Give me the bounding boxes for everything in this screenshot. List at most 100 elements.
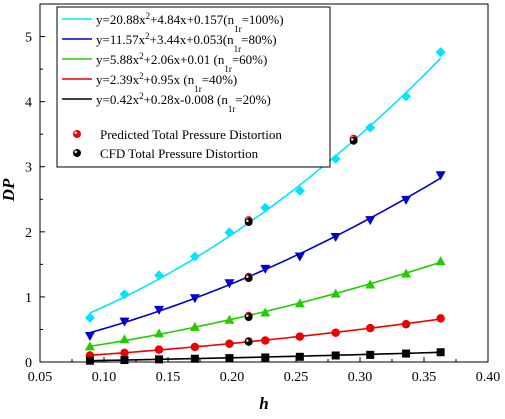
x-tick-label: 0.35 [412, 370, 437, 385]
x-tick-label: 0.40 [476, 370, 501, 385]
legend-text-part: 2 [139, 51, 144, 61]
data-point [154, 345, 164, 354]
legend-box [56, 6, 331, 168]
data-point [401, 91, 412, 102]
legend-text-part: y=5.88x [96, 52, 140, 67]
data-point [295, 352, 304, 361]
y-axis: 0 1 2 3 4 5 [25, 31, 45, 371]
data-point [119, 334, 130, 344]
data-point [154, 270, 165, 281]
legend-text-part: =60%) [232, 52, 268, 67]
y-tick-label: 2 [25, 226, 32, 241]
data-point [294, 298, 305, 308]
legend-marker [73, 130, 81, 138]
x-tick-label: 0.25 [284, 370, 309, 385]
legend-text-part: y=20.88x [96, 12, 146, 27]
point-highlight [246, 339, 249, 342]
data-point [402, 349, 411, 358]
data-point [120, 348, 129, 358]
cfd-point [244, 274, 253, 283]
data-point [435, 256, 446, 266]
legend-text-part: y=11.57x [96, 32, 146, 47]
data-point [261, 336, 270, 345]
legend-text-part: 1r [228, 104, 236, 114]
data-point [189, 294, 200, 304]
data-point [154, 328, 165, 338]
data-point [294, 185, 305, 196]
data-point [436, 314, 445, 323]
data-point [330, 288, 341, 298]
legend-text-part: 1r [234, 44, 242, 54]
data-point [84, 331, 95, 341]
fit-curve [89, 261, 441, 348]
data-point [154, 305, 165, 315]
data-point [120, 356, 129, 365]
data-point [189, 251, 200, 262]
x-axis: 0.05 0.10 0.15 0.20 0.25 0.30 0.35 0.40 [28, 357, 501, 385]
data-point [330, 233, 341, 243]
legend-marker-highlight [74, 131, 77, 134]
data-point [155, 355, 164, 364]
data-point [84, 312, 95, 323]
legend-text-part: 2 [145, 31, 150, 41]
legend-text-part: 1r [234, 24, 242, 34]
legend-text-part: +2.06x+0.01 (n [144, 52, 225, 67]
x-tick-label: 0.05 [28, 370, 53, 385]
data-point [331, 351, 340, 360]
validation-markers [244, 134, 358, 346]
data-point [190, 354, 199, 363]
data-point [435, 171, 446, 181]
point-highlight [351, 138, 354, 141]
data-point [119, 289, 130, 300]
data-point [260, 202, 271, 213]
legend-marker-highlight [74, 150, 77, 153]
point-highlight [246, 275, 249, 279]
data-point [190, 342, 200, 352]
data-point [365, 279, 376, 289]
data-point [119, 317, 130, 327]
data-point [261, 353, 270, 362]
data-point [365, 216, 376, 226]
legend-text-part: 1r [224, 64, 232, 74]
legend-entry-text: y=0.42x2+0.28x-0.008 (n1r=20%) [96, 91, 271, 114]
cfd-point [244, 313, 253, 322]
data-point [84, 341, 95, 351]
legend-text-part: 2 [139, 91, 144, 101]
data-point [401, 268, 412, 278]
y-tick-label: 1 [25, 291, 32, 306]
data-point [365, 122, 376, 133]
legend-entry-text: Predicted Total Pressure Distortion [100, 127, 282, 142]
y-axis-title: DP [0, 178, 18, 202]
legend-text-part: 2 [146, 11, 151, 21]
x-axis-title: h [259, 394, 268, 413]
data-point [294, 252, 305, 262]
x-tick-label: 0.10 [92, 370, 117, 385]
legend-text-part: y=0.42x [96, 92, 140, 107]
data-point [260, 307, 271, 317]
legend-marker [73, 149, 81, 157]
data-point [436, 348, 445, 357]
legend-text-part: =40%) [202, 72, 238, 87]
data-point [189, 321, 200, 331]
y-tick-label: 0 [25, 356, 32, 371]
x-tick-label: 0.30 [348, 370, 373, 385]
data-point [224, 227, 235, 238]
data-point [295, 332, 305, 341]
data-point [401, 319, 411, 329]
legend-entry-text: y=2.39x2+0.95x (n1r=40%) [96, 71, 237, 94]
legend-entry-text: y=11.57x2+3.44x+0.053(n1r=80%) [96, 31, 277, 54]
data-markers [84, 47, 446, 365]
data-point [365, 323, 375, 333]
data-point [85, 356, 94, 365]
legend: y=20.88x2+4.84x+0.157(n1r=100%)y=11.57x2… [56, 6, 331, 168]
x-tick-label: 0.20 [220, 370, 245, 385]
legend-text-part: y=2.39x [96, 72, 140, 87]
legend-text-part: +0.28x-0.008 (n [144, 92, 229, 107]
legend-text-part: +0.95x (n [144, 72, 195, 87]
legend-entry-text: y=5.88x2+2.06x+0.01 (n1r=60%) [96, 51, 267, 74]
legend-text-part: =20%) [235, 92, 271, 107]
legend-entry-text: y=20.88x2+4.84x+0.157(n1r=100%) [96, 11, 284, 34]
data-point [331, 328, 340, 337]
data-point [435, 47, 446, 58]
data-point [224, 314, 235, 324]
